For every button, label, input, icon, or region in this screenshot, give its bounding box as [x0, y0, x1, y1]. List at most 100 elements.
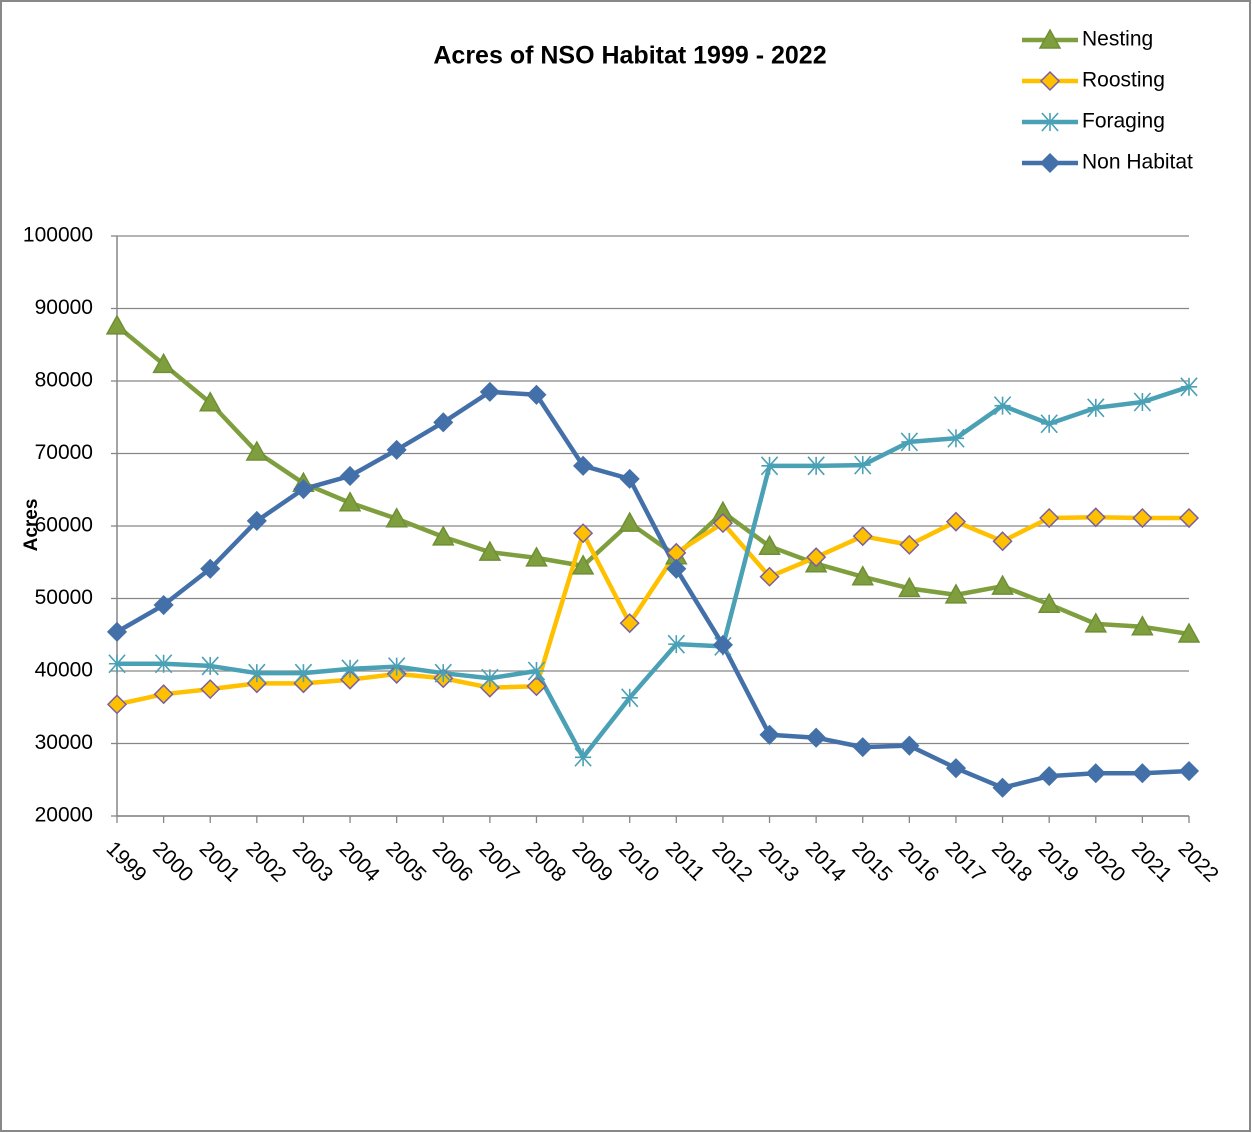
marker	[900, 432, 919, 452]
legend-label: Roosting	[1082, 69, 1165, 92]
marker	[992, 777, 1013, 798]
marker	[526, 384, 547, 405]
marker	[478, 540, 502, 561]
marker	[293, 478, 314, 500]
marker	[573, 523, 594, 544]
marker	[201, 656, 219, 676]
marker	[153, 684, 174, 705]
marker	[433, 412, 454, 433]
marker	[339, 669, 361, 690]
marker	[944, 583, 968, 604]
marker	[198, 391, 222, 412]
marker	[852, 526, 873, 547]
y-axis-title: Acres	[21, 499, 42, 552]
marker	[854, 455, 872, 475]
marker	[1178, 760, 1200, 782]
marker	[852, 737, 873, 758]
chart-title: Acres of NSO Habitat 1999 - 2022	[433, 42, 826, 70]
marker	[619, 613, 640, 634]
marker	[339, 465, 361, 487]
marker	[618, 511, 641, 532]
y-tick-label: 50000	[35, 586, 93, 609]
marker	[338, 491, 362, 512]
marker	[992, 531, 1013, 552]
marker	[341, 659, 359, 679]
y-tick-label: 70000	[35, 441, 93, 464]
marker	[991, 574, 1014, 595]
marker	[619, 468, 640, 489]
marker	[945, 511, 967, 532]
marker	[945, 758, 967, 779]
marker	[899, 534, 920, 555]
marker	[1132, 763, 1153, 784]
marker	[574, 747, 592, 767]
marker	[807, 456, 825, 476]
marker	[386, 439, 407, 460]
marker	[1087, 398, 1105, 418]
marker	[806, 727, 827, 748]
y-tick-label: 100000	[23, 224, 93, 247]
marker	[1085, 507, 1106, 528]
marker	[1039, 70, 1061, 92]
marker	[899, 735, 920, 756]
marker	[806, 547, 827, 568]
marker	[851, 565, 875, 586]
marker	[1041, 112, 1059, 132]
marker	[1039, 507, 1060, 529]
marker	[153, 594, 174, 616]
marker	[898, 576, 921, 598]
y-tick-label: 80000	[35, 369, 93, 392]
marker	[666, 558, 687, 579]
marker	[481, 668, 499, 688]
marker	[571, 554, 595, 575]
marker	[1038, 28, 1062, 49]
marker	[479, 381, 500, 402]
y-tick-label: 30000	[35, 731, 93, 754]
marker	[385, 507, 408, 528]
marker	[527, 661, 546, 681]
marker	[1037, 592, 1061, 614]
legend-label: Non Habitat	[1082, 151, 1193, 174]
marker	[667, 634, 685, 654]
marker	[712, 634, 733, 655]
y-tick-label: 40000	[35, 659, 93, 682]
marker	[200, 679, 221, 700]
marker	[573, 455, 594, 476]
marker	[1084, 612, 1108, 633]
marker	[758, 534, 781, 556]
marker	[105, 314, 129, 335]
marker	[154, 654, 173, 674]
marker	[248, 663, 266, 683]
marker	[526, 676, 547, 697]
marker	[993, 396, 1012, 416]
marker	[1039, 152, 1061, 174]
marker	[1177, 622, 1201, 643]
y-tick-label: 20000	[35, 804, 93, 827]
marker	[108, 654, 126, 674]
marker	[245, 440, 269, 461]
marker	[152, 352, 175, 374]
marker	[106, 694, 128, 715]
marker	[621, 688, 639, 708]
legend-label: Foraging	[1082, 110, 1165, 133]
marker	[760, 456, 779, 476]
marker	[1085, 763, 1106, 784]
marker	[1131, 615, 1154, 636]
marker	[246, 510, 267, 531]
marker	[387, 657, 406, 677]
marker	[431, 525, 455, 546]
marker	[106, 621, 128, 642]
marker	[759, 724, 780, 745]
marker	[712, 513, 733, 534]
marker	[947, 428, 965, 448]
marker	[759, 566, 780, 587]
marker	[1133, 392, 1152, 412]
y-tick-label: 90000	[35, 296, 93, 319]
marker	[1132, 507, 1153, 529]
legend-label: Nesting	[1082, 28, 1153, 51]
marker	[1180, 377, 1198, 397]
marker	[294, 663, 313, 683]
marker	[200, 558, 221, 579]
